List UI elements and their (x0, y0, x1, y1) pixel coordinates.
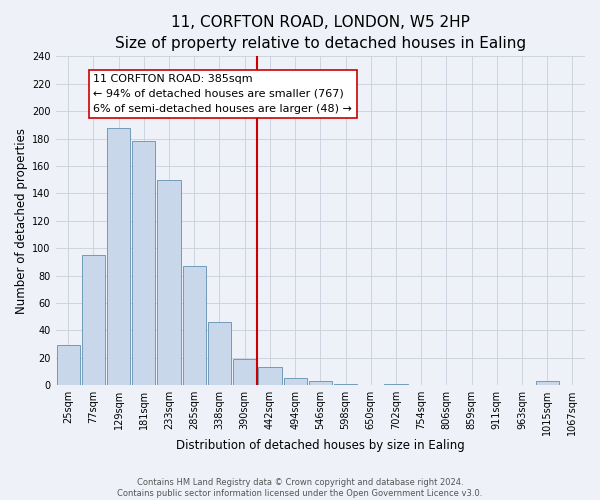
Bar (56, 346, 80, 385)
Title: 11, CORFTON ROAD, LONDON, W5 2HP
Size of property relative to detached houses in: 11, CORFTON ROAD, LONDON, W5 2HP Size of… (115, 15, 526, 51)
Bar (284, 378, 307, 385)
Bar (233, 359, 256, 385)
Text: 11 CORFTON ROAD: 385sqm
← 94% of detached houses are smaller (767)
6% of semi-de: 11 CORFTON ROAD: 385sqm ← 94% of detache… (94, 74, 352, 114)
Y-axis label: Number of detached properties: Number of detached properties (15, 128, 28, 314)
Bar (82, 255, 105, 385)
X-axis label: Distribution of detached houses by size in Ealing: Distribution of detached houses by size … (176, 440, 465, 452)
Text: Contains HM Land Registry data © Crown copyright and database right 2024.
Contai: Contains HM Land Registry data © Crown c… (118, 478, 482, 498)
Bar (132, 142, 155, 385)
Bar (334, 384, 357, 385)
Bar (182, 266, 206, 385)
Bar (309, 381, 332, 385)
Bar (536, 381, 559, 385)
Bar (385, 384, 407, 385)
Bar (259, 368, 281, 385)
Bar (107, 128, 130, 385)
Bar (157, 180, 181, 385)
Bar (208, 322, 231, 385)
